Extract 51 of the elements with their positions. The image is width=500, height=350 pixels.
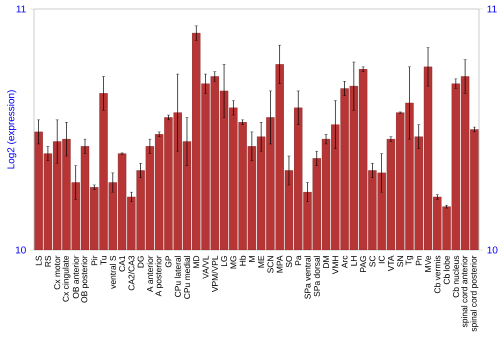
- x-tick-label: SO: [286, 256, 292, 268]
- x-tick-label: Cb vermis: [434, 256, 440, 294]
- x-tick-label: VPM/VPL: [212, 256, 218, 292]
- x-tick-label: SC: [369, 256, 376, 267]
- x-tick-label: VMH: [332, 256, 338, 274]
- x-tick-label: Arc: [342, 256, 348, 268]
- x-tick-label: Pn: [416, 256, 422, 266]
- x-tick-label: MVe: [425, 256, 431, 272]
- x-tick-label: MPA: [276, 255, 283, 272]
- x-tick-label: ME: [258, 256, 264, 268]
- y-axis-title: Log2 (expression): [7, 90, 16, 169]
- x-tick-label: M: [248, 256, 255, 262]
- x-tick-label: DM: [323, 256, 329, 268]
- x-tick-label: SPa ventral: [304, 256, 311, 299]
- x-tick-label: DG: [138, 256, 144, 268]
- x-tick-label: A posterior: [155, 256, 164, 296]
- x-tick-label: Cx cingulate: [62, 256, 70, 302]
- x-tick-label: CA2/CA3: [128, 256, 134, 290]
- x-tick-label: VTA: [388, 255, 394, 272]
- x-tick-label: LG: [221, 256, 228, 266]
- x-tick-label: CA1: [119, 256, 126, 272]
- x-tick-label: CPu medial: [184, 256, 190, 299]
- x-tick-label: VA/VL: [202, 256, 209, 279]
- x-tick-label: Tu: [100, 256, 106, 265]
- x-tick-label: Cb nucleus: [452, 256, 459, 298]
- y2-tick-label: 10: [488, 246, 498, 254]
- x-tick-label: OB posterior: [81, 256, 89, 303]
- x-tick-label: SPa dorsal: [314, 256, 320, 296]
- x-tick-label: LS: [36, 256, 42, 266]
- x-tick-label: PAG: [360, 256, 366, 272]
- x-tick-label: GP: [165, 256, 172, 268]
- x-tick-label: OB anterior: [72, 256, 79, 298]
- x-tick-label: MD: [193, 256, 200, 268]
- x-tick-label: MG: [230, 256, 236, 268]
- x-tick-label: Cx motor: [54, 256, 60, 290]
- x-tick-label: Hb: [239, 256, 246, 266]
- x-tick-label: ventral S: [110, 256, 116, 289]
- x-tick-label: Tg: [406, 256, 414, 266]
- x-tick-label: Cb lobe: [443, 256, 450, 284]
- x-tick-label: spinal cord anterior: [461, 256, 470, 328]
- x-tick-label: IC: [378, 256, 385, 264]
- x-tick-label: Pir: [91, 256, 98, 266]
- x-tick-label: CPu lateral: [174, 256, 181, 297]
- x-tick-label: LH: [350, 256, 357, 266]
- x-tick-label: SCN: [267, 256, 274, 273]
- x-tick-label: spinal cord posterior: [470, 256, 478, 332]
- x-tick-label: RS: [44, 256, 51, 267]
- x-tick-label: Pa: [295, 255, 302, 266]
- x-tick-label: A anterior: [146, 256, 153, 292]
- y2-tick-label: 11: [488, 6, 497, 12]
- x-tick-label: SN: [397, 256, 404, 267]
